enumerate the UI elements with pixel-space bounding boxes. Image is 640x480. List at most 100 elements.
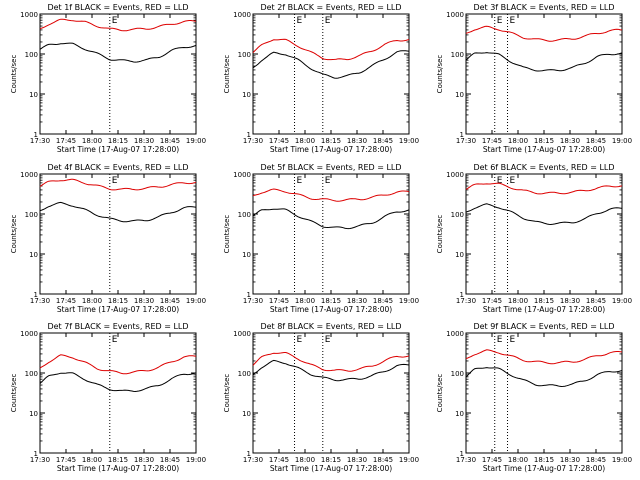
x-tick-label: 18:30 [560,297,580,305]
lld-curve [39,354,197,375]
y-tick-label: 100 [238,211,251,219]
panel-title: Det 3f BLACK = Events, RED = LLD [473,3,614,12]
x-tick-label: 19:00 [612,137,632,145]
x-tick-label: 18:15 [108,137,128,145]
y-tick-label: 10 [242,91,251,99]
x-tick-label: 19:00 [186,297,206,305]
event-marker-label: E [510,16,516,26]
panel-title: Det 2f BLACK = Events, RED = LLD [260,3,401,12]
y-axis-label: Counts/sec [436,55,444,94]
x-tick-label: 18:15 [321,137,341,145]
panel-title: Det 4f BLACK = Events, RED = LLD [47,163,188,172]
x-axis-label: Start Time (17-Aug-07 17:28:00) [483,145,605,154]
event-marker-label: E [297,16,303,26]
events-curve [39,372,197,393]
events-curve [39,42,197,63]
y-tick-label: 100 [25,51,38,59]
x-tick-label: 17:45 [56,297,76,305]
x-tick-label: 18:45 [373,297,393,305]
lld-curve [252,352,410,372]
y-tick-label: 1000 [20,171,38,179]
x-tick-label: 17:45 [269,137,289,145]
x-tick-label: 17:30 [30,297,50,305]
x-tick-label: 17:45 [482,456,502,464]
plot-frame [252,173,410,295]
x-tick-label: 17:30 [243,456,263,464]
panel-title: Det 8f BLACK = Events, RED = LLD [260,322,401,331]
panel-det-3: Det 3f BLACK = Events, RED = LLD 1 10 100 10… [436,3,632,154]
panel-det-5: Det 5f BLACK = Events, RED = LLD 1 10 100 10… [223,163,516,314]
x-tick-label: 18:00 [82,297,102,305]
x-tick-label: 18:30 [347,297,367,305]
x-tick-label: 17:45 [482,137,502,145]
y-tick-label: 10 [29,251,38,259]
event-marker-label: E [497,16,503,26]
events-curve [465,203,623,226]
x-axis-label: Start Time (17-Aug-07 17:28:00) [483,305,605,314]
x-tick-label: 18:00 [82,456,102,464]
event-marker-label: E [325,176,331,186]
y-tick-label: 1 [460,291,464,299]
x-tick-label: 18:45 [160,297,180,305]
x-tick-label: 19:00 [399,297,419,305]
x-tick-label: 18:15 [534,456,554,464]
lld-curve [465,25,623,42]
y-axis-label: Counts/sec [436,215,444,254]
y-tick-label: 1 [34,450,38,458]
lld-curve [39,18,197,32]
x-tick-label: 17:45 [269,297,289,305]
y-tick-label: 1 [460,131,464,139]
x-tick-label: 17:45 [56,137,76,145]
x-tick-label: 18:45 [586,297,606,305]
panel-det-1: Det 1f BLACK = Events, RED = LLD 1 10 100 10… [10,3,303,154]
x-tick-label: 18:15 [321,297,341,305]
y-tick-label: 1 [247,131,251,139]
events-curve [252,50,410,79]
y-axis-label: Counts/sec [436,374,444,413]
y-tick-label: 10 [29,410,38,418]
panel-title: Det 6f BLACK = Events, RED = LLD [473,163,614,172]
y-tick-label: 100 [451,211,464,219]
y-tick-label: 1 [34,131,38,139]
y-axis-label: Counts/sec [10,215,18,254]
x-tick-label: 17:30 [456,137,476,145]
x-tick-label: 17:30 [30,456,50,464]
x-axis-label: Start Time (17-Aug-07 17:28:00) [270,464,392,473]
x-tick-label: 17:30 [243,137,263,145]
x-tick-label: 18:00 [508,297,528,305]
event-marker-label: E [325,335,331,345]
plot-frame [39,13,197,135]
x-tick-label: 17:45 [269,456,289,464]
y-tick-label: 100 [25,370,38,378]
x-tick-label: 17:30 [456,456,476,464]
events-curve [252,208,410,230]
event-marker-label: E [112,335,118,345]
y-tick-label: 1 [247,450,251,458]
x-tick-label: 18:15 [534,137,554,145]
event-marker-label: E [325,16,331,26]
plot-frame [465,332,623,454]
x-tick-label: 18:00 [295,297,315,305]
x-tick-label: 18:45 [586,137,606,145]
x-axis-label: Start Time (17-Aug-07 17:28:00) [57,305,179,314]
y-tick-label: 10 [455,91,464,99]
x-tick-label: 18:15 [108,297,128,305]
events-curve [465,367,623,388]
panel-det-7: Det 7f BLACK = Events, RED = LLD 1 10 100 10… [10,322,303,473]
y-tick-label: 10 [29,91,38,99]
x-tick-label: 18:30 [560,456,580,464]
y-tick-label: 1 [247,291,251,299]
x-tick-label: 18:00 [508,456,528,464]
x-axis-label: Start Time (17-Aug-07 17:28:00) [270,145,392,154]
x-tick-label: 18:00 [295,137,315,145]
event-marker-label: E [497,176,503,186]
panel-det-6: Det 6f BLACK = Events, RED = LLD 1 10 100 10… [436,163,632,314]
y-tick-label: 100 [451,370,464,378]
x-tick-label: 17:30 [30,137,50,145]
event-marker-label: E [497,335,503,345]
y-tick-label: 100 [238,370,251,378]
lld-curve [252,38,410,61]
panel-det-9: Det 9f BLACK = Events, RED = LLD 1 10 100 10… [436,322,632,473]
panel-det-2: Det 2f BLACK = Events, RED = LLD 1 10 100 10… [223,3,516,154]
y-axis-label: Counts/sec [223,55,231,94]
